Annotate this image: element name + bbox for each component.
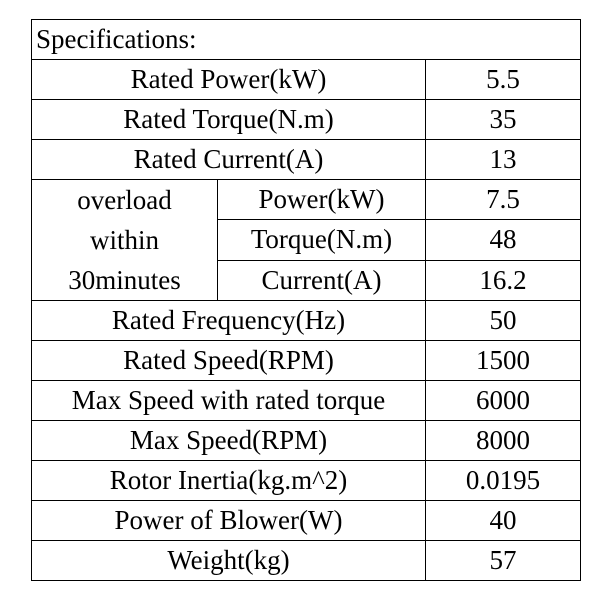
spec-label-overload-torque: Torque(N.m): [217, 219, 426, 261]
overload-label-line-3: 30minutes: [68, 265, 181, 295]
spec-label-rated-power: Rated Power(kW): [31, 59, 426, 100]
spec-value-blower-power: 40: [425, 500, 581, 541]
specifications-table: Specifications: Rated Power(kW) 5.5 Rate…: [31, 19, 581, 581]
table-row: Rated Frequency(Hz) 50: [31, 300, 581, 341]
spec-label-rated-torque: Rated Torque(N.m): [31, 99, 426, 140]
spec-value-rated-current: 13: [425, 139, 581, 180]
table-row: Rated Speed(RPM) 1500: [31, 340, 581, 381]
table-row: Max Speed(RPM) 8000: [31, 420, 581, 461]
overload-label-line-2: within: [89, 225, 159, 255]
overload-label-line-1: overload: [77, 185, 172, 215]
spec-value-weight: 57: [425, 540, 581, 581]
spec-value-max-speed: 8000: [425, 420, 581, 461]
spec-value-rated-speed: 1500: [425, 340, 581, 381]
table-title: Specifications:: [31, 19, 581, 60]
spec-label-max-speed-rated-torque: Max Speed with rated torque: [31, 380, 426, 421]
table-row: overload within 30minutes Power(kW) 7.5: [31, 178, 581, 301]
overload-label: overload within 30minutes: [31, 179, 218, 301]
spec-label-rated-current: Rated Current(A): [31, 139, 426, 180]
table-row: Rated Torque(N.m) 35: [31, 99, 581, 140]
table-row: Weight(kg) 57: [31, 540, 581, 581]
spec-label-overload-current: Current(A): [217, 259, 426, 302]
table-row: Max Speed with rated torque 6000: [31, 380, 581, 421]
spec-value-rated-power: 5.5: [425, 59, 581, 100]
table-row: Rotor Inertia(kg.m^2) 0.0195: [31, 460, 581, 501]
spec-label-blower-power: Power of Blower(W): [31, 500, 426, 541]
spec-label-rated-speed: Rated Speed(RPM): [31, 340, 426, 381]
spec-label-weight: Weight(kg): [31, 540, 426, 581]
spec-value-overload-torque: 48: [425, 219, 581, 261]
table-row: Rated Power(kW) 5.5: [31, 59, 581, 100]
spec-value-max-speed-rated-torque: 6000: [425, 380, 581, 421]
spec-label-rated-frequency: Rated Frequency(Hz): [31, 300, 426, 341]
spec-value-rated-torque: 35: [425, 99, 581, 140]
spec-value-overload-power: 7.5: [425, 178, 581, 221]
table-row: Specifications:: [31, 19, 581, 60]
table-row: Rated Current(A) 13: [31, 139, 581, 180]
spec-value-rotor-inertia: 0.0195: [425, 460, 581, 501]
spec-value-rated-frequency: 50: [425, 300, 581, 341]
spec-label-rotor-inertia: Rotor Inertia(kg.m^2): [31, 460, 426, 501]
table-row: Current(A) 16.2: [32, 259, 581, 302]
spec-label-overload-power: Power(kW): [217, 178, 426, 221]
table-row: Torque(N.m) 48: [32, 219, 581, 261]
spec-label-max-speed: Max Speed(RPM): [31, 420, 426, 461]
spec-value-overload-current: 16.2: [425, 259, 581, 302]
table-row: Power of Blower(W) 40: [31, 500, 581, 541]
